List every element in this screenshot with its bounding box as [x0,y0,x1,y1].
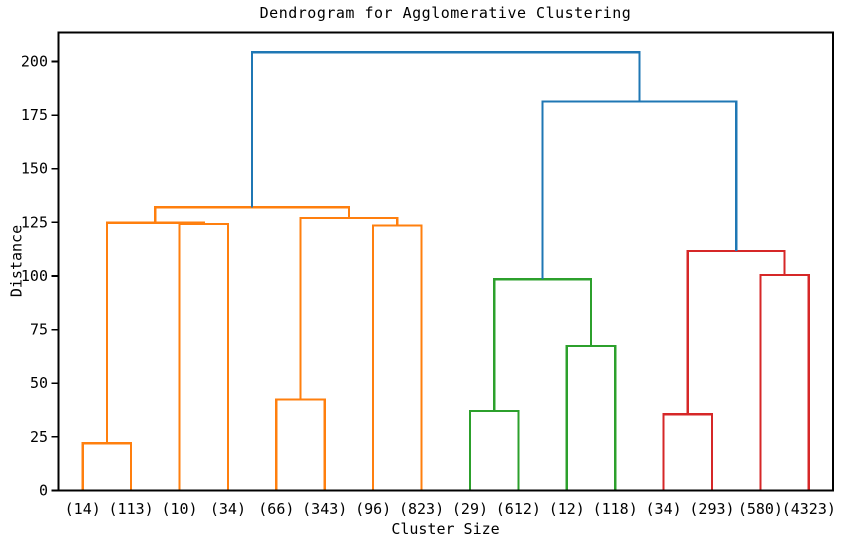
leaf-label: (10) [161,500,197,518]
leaf-label: (12) [549,500,585,518]
leaf-label: (343) [302,500,347,518]
axes-border [57,31,834,492]
leaf-label: (96) [355,500,391,518]
dendrogram-link [299,216,399,400]
dendrogram-link [372,224,423,491]
chart-title: Dendrogram for Agglomerative Clustering [259,4,632,22]
y-tick-label: 75 [30,321,48,339]
dendrogram-link [251,51,641,208]
leaf-label: (823) [399,500,444,518]
y-tick-label: 175 [21,106,48,124]
dendrogram-link [81,442,133,491]
leaf-label: (4323) [782,500,836,518]
leaf-label: (29) [452,500,488,518]
dendrogram-link [759,273,810,491]
leaf-label: (34) [646,500,682,518]
y-tick-label: 150 [21,160,48,178]
leaf-label: (612) [496,500,541,518]
y-tick-label: 200 [21,52,48,70]
dendrogram-link [105,221,205,444]
leaf-label: (14) [65,500,101,518]
dendrogram-link [662,413,714,491]
dendrogram-link [275,398,326,491]
y-tick-label: 125 [21,213,48,231]
leaf-label: (113) [109,500,154,518]
y-tick-label: 25 [30,428,48,446]
y-tick-label: 50 [30,374,48,392]
y-tick-label: 100 [21,267,48,285]
leaf-label: (66) [258,500,294,518]
dendrogram-link [541,100,738,280]
dendrogram-link [493,278,593,412]
dendrogram-link [154,206,351,223]
dendrogram-link [565,345,617,491]
x-axis-label: Cluster Size [391,520,500,538]
dendrogram-link [178,222,230,491]
y-axis-label: Distance [7,224,26,298]
leaf-label: (580) [738,500,783,518]
dendrogram-link [468,410,520,491]
leaf-label: (118) [593,500,638,518]
leaf-label: (34) [210,500,246,518]
y-tick-label: 0 [39,482,48,500]
leaf-label: (293) [689,500,734,518]
